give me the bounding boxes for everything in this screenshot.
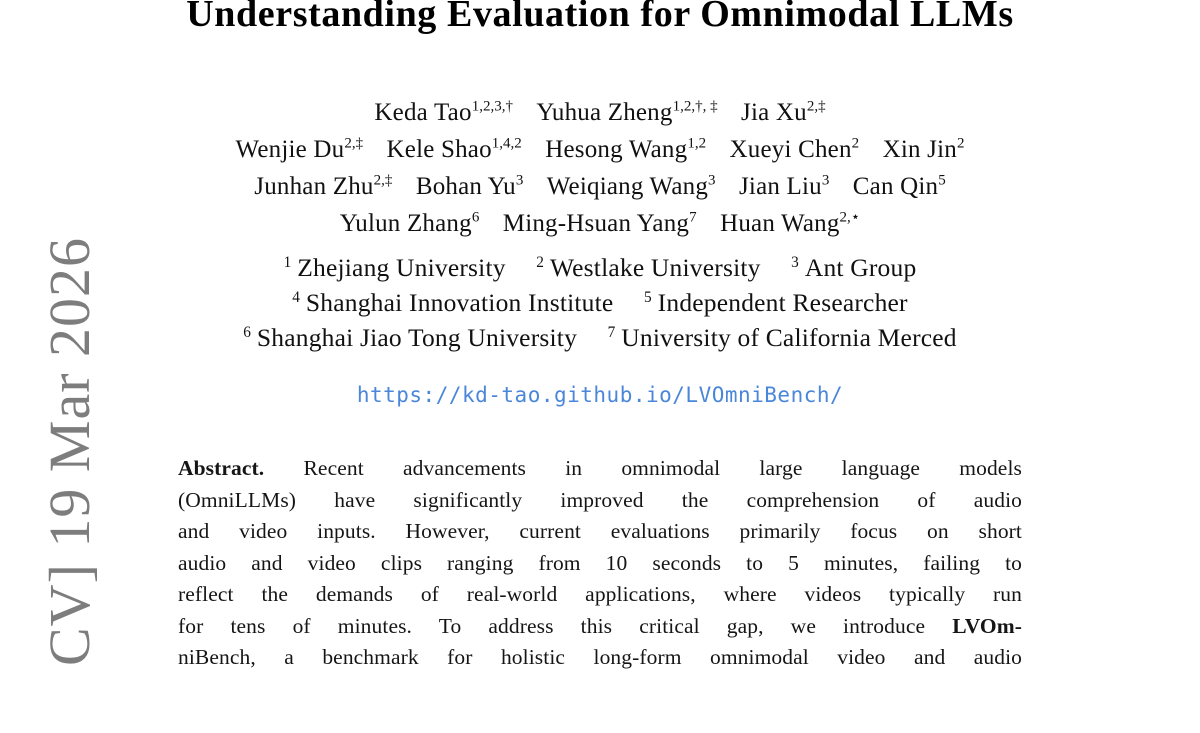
author-sup: 6 [471, 209, 480, 226]
affiliation: 6 Shanghai Jiao Tong University [243, 323, 577, 352]
affiliation-block: 1 Zhejiang University 2 Westlake Universit… [243, 250, 957, 355]
author-name: Hesong Wang [545, 136, 688, 163]
project-url-row: https://kd-tao.github.io/LVOmniBench/ [357, 383, 843, 407]
author-name: Xin Jin [882, 136, 957, 163]
abstract-label: Abstract. [178, 456, 265, 480]
author-line-1: Keda Tao1,2,3,† Yuhua Zheng1,2,†, ‡ Jia … [236, 94, 965, 131]
affiliation-line-3: 6 Shanghai Jiao Tong University 7 Universi… [243, 320, 957, 355]
author-sup: 1,2 [687, 135, 707, 152]
author: Yuhua Zheng1,2,†, ‡ [536, 99, 717, 126]
author: Huan Wang2,⋆ [720, 210, 860, 237]
author: Yulun Zhang6 [340, 210, 480, 237]
author-name: Keda Tao [374, 99, 472, 126]
author-name: Junhan Zhu [254, 173, 374, 200]
affiliation-sup: 6 [243, 323, 251, 341]
author: Wenjie Du2,‡ [236, 136, 364, 163]
abstract-line: reflect the demands of real-world applic… [178, 582, 1022, 606]
author-sup: 1,2,†, ‡ [672, 98, 718, 115]
author-sup: 5 [938, 172, 946, 189]
affiliation: 7 University of California Merced [608, 323, 957, 352]
author: Xueyi Chen2 [730, 136, 860, 163]
author-sup: 7 [689, 209, 697, 226]
author-name: Wenjie Du [235, 136, 345, 163]
paper-first-page: Understanding Evaluation for Omnimodal L… [178, 0, 1022, 674]
paper-title: Understanding Evaluation for Omnimodal L… [186, 0, 1014, 35]
affiliation-sup: 3 [791, 253, 799, 271]
author-line-3: Junhan Zhu2,‡ Bohan Yu3 Weiqiang Wang3 J… [236, 168, 965, 205]
author-sup: 2 [956, 135, 965, 152]
affiliation: 1 Zhejiang University [284, 253, 506, 282]
abstract-line: for tens of minutes. To address this cri… [178, 611, 1022, 643]
author-name: Yuhua Zheng [536, 99, 673, 126]
author-line-4: Yulun Zhang6 Ming-Hsuan Yang7 Huan Wang2… [236, 205, 965, 242]
author-name: Kele Shao [386, 136, 492, 163]
author-name: Bohan Yu [415, 173, 516, 200]
author-name: Ming-Hsuan Yang [502, 210, 690, 237]
author: Bohan Yu3 [416, 173, 523, 200]
abstract-line: audio and video clips ranging from 10 se… [178, 550, 1022, 575]
affiliation-sup: 2 [536, 253, 544, 271]
abstract-bold-term: LVOm- [952, 613, 1022, 638]
author-sup: 1,2,3,† [471, 98, 513, 115]
affiliation: 5 Independent Researcher [644, 288, 908, 317]
arxiv-watermark-text: CV] 19 Mar 2026 [37, 236, 102, 666]
affiliation-name: Shanghai Jiao Tong University [256, 323, 578, 352]
affiliation: 3 Ant Group [791, 253, 916, 282]
affiliation-name: Independent Researcher [657, 288, 908, 317]
author-name: Xueyi Chen [729, 136, 852, 163]
affiliation-line-2: 4 Shanghai Innovation Institute 5 Independ… [243, 285, 957, 320]
author: Can Qin5 [853, 173, 946, 200]
author: Jian Liu3 [739, 173, 829, 200]
author: Kele Shao1,4,2 [387, 136, 522, 163]
author: Ming-Hsuan Yang7 [503, 210, 697, 237]
author-name: Can Qin [852, 173, 939, 200]
affiliation: 2 Westlake University [536, 253, 760, 282]
abstract-line: Abstract. Recent advancements in omnimod… [178, 453, 1022, 485]
affiliation-name: Westlake University [549, 253, 761, 282]
author-sup: 3 [821, 172, 830, 189]
author-sup: 2 [851, 135, 860, 152]
abstract-clipped-line: niBench, a benchmark for holistic long-f… [178, 645, 1022, 669]
abstract: Abstract. Recent advancements in omnimod… [178, 453, 1022, 674]
author-sup: 3 [515, 172, 524, 189]
author-sup: 2,‡ [373, 172, 393, 189]
author-sup: 2,‡ [344, 135, 364, 152]
affiliation-sup: 4 [292, 288, 300, 306]
author: Keda Tao1,2,3,† [374, 99, 513, 126]
author-name: Yulun Zhang [339, 210, 472, 237]
author-name: Jian Liu [739, 173, 822, 200]
author-block: Keda Tao1,2,3,† Yuhua Zheng1,2,†, ‡ Jia … [236, 94, 965, 242]
project-url-link[interactable]: https://kd-tao.github.io/LVOmniBench/ [356, 383, 844, 407]
author-sup: 2,‡ [806, 98, 826, 115]
author: Xin Jin2 [883, 136, 965, 163]
author: Hesong Wang1,2 [545, 136, 706, 163]
author-sup: 3 [708, 172, 716, 189]
author: Junhan Zhu2,‡ [254, 173, 392, 200]
affiliation-line-1: 1 Zhejiang University 2 Westlake Universit… [243, 250, 957, 285]
author-name: Jia Xu [741, 99, 807, 126]
abstract-text: Recent advancements in omnimodal large l… [264, 456, 1022, 480]
abstract-text: for tens of minutes. To address this cri… [178, 613, 953, 638]
author-sup: 2,⋆ [839, 209, 861, 226]
affiliation: 4 Shanghai Innovation Institute [292, 288, 613, 317]
author-line-2: Wenjie Du2,‡ Kele Shao1,4,2 Hesong Wang1… [236, 131, 965, 168]
affiliation-name: Zhejiang University [297, 253, 506, 282]
affiliation-name: University of California Merced [621, 323, 957, 352]
affiliation-name: Shanghai Innovation Institute [305, 288, 614, 317]
author-name: Weiqiang Wang [546, 173, 709, 200]
author: Jia Xu2,‡ [741, 99, 826, 126]
affiliation-sup: 7 [607, 323, 616, 341]
author-name: Huan Wang [720, 210, 840, 237]
abstract-line: and video inputs. However, current evalu… [178, 519, 1022, 543]
affiliation-sup: 5 [644, 288, 652, 306]
affiliation-name: Ant Group [804, 253, 917, 282]
author: Weiqiang Wang3 [547, 173, 716, 200]
abstract-line: (OmniLLMs) have significantly improved t… [178, 487, 1022, 512]
author-sup: 1,4,2 [491, 135, 522, 152]
affiliation-sup: 1 [283, 253, 292, 271]
